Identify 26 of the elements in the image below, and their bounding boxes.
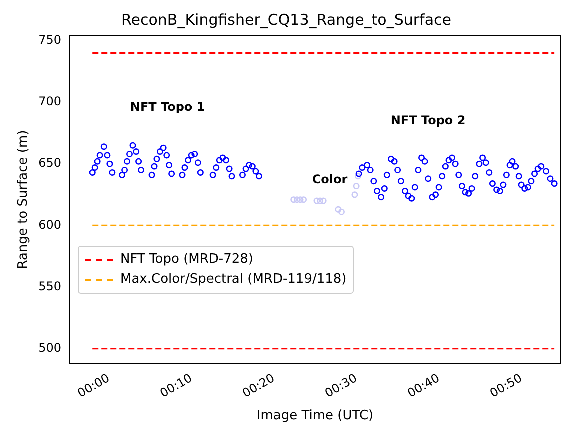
point (338, 208, 345, 216)
point (300, 196, 308, 204)
annotation: Color (312, 172, 348, 186)
point (354, 173, 362, 180)
y-axis-title: Range to Surface (m) (16, 130, 32, 270)
x-axis-title: Image Time (UTC) (256, 408, 374, 424)
point (294, 196, 300, 204)
y-tick-label: 650 (38, 156, 62, 170)
y-tick-label: 600 (38, 218, 62, 232)
y-tick-label: 750 (38, 33, 62, 48)
point (320, 198, 327, 204)
legend-label: NFT Topo (MRD-728) (120, 250, 254, 269)
annotation: NFT Topo 2 (390, 113, 466, 128)
annotation: NFT Topo 1 (130, 100, 206, 114)
point (317, 198, 324, 204)
legend-label: Max.Color/Spectral (MRD-119/118) (120, 270, 347, 289)
point (297, 196, 304, 204)
y-tick-label: 500 (38, 340, 62, 355)
chart-title: ReconB_Kingfisher_CQ13_Range_to_Surface (121, 10, 452, 29)
y-tick-label: 550 (38, 279, 62, 294)
point (352, 192, 358, 198)
point (335, 206, 342, 213)
y-tick-label: 700 (38, 94, 62, 109)
point (290, 196, 298, 204)
point (314, 198, 320, 204)
point (353, 183, 360, 190)
